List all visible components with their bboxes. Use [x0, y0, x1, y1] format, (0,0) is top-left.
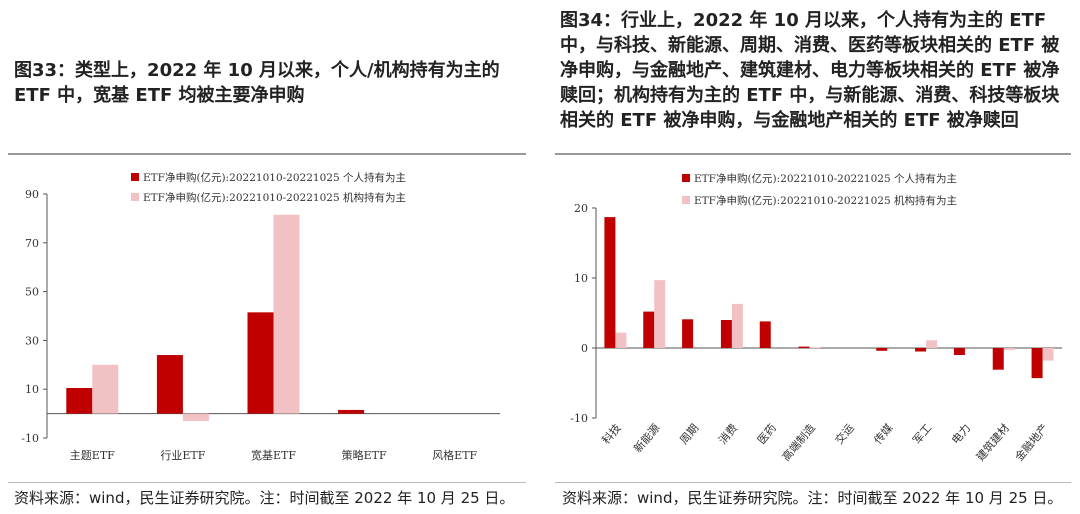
y-tick-label: -10 — [21, 432, 39, 445]
y-tick-label: 10 — [574, 272, 588, 285]
legend-swatch — [131, 173, 139, 181]
bar-personal — [876, 348, 888, 351]
category-label: 建筑建材 — [973, 421, 1012, 464]
bar-personal — [643, 311, 655, 348]
category-label: 高端制造 — [779, 421, 818, 464]
legend-label: ETF净申购(亿元):20221010-20221025 机构持有为主 — [143, 191, 406, 204]
bar-personal — [66, 387, 93, 414]
category-label: 科技 — [599, 421, 624, 447]
category-label: 行业ETF — [160, 449, 205, 462]
bar-institution — [92, 364, 119, 414]
legend-swatch — [682, 196, 690, 204]
bar-personal — [247, 312, 274, 414]
category-label: 交运 — [832, 421, 857, 447]
legend-swatch — [131, 193, 139, 201]
category-label: 宽基ETF — [251, 448, 296, 462]
category-label: 医药 — [755, 422, 779, 447]
bar-personal — [604, 217, 616, 348]
y-tick-label: 50 — [25, 286, 39, 299]
category-label: 军工 — [910, 422, 934, 447]
category-label: 传媒 — [871, 422, 895, 447]
left-source-note: 资料来源：wind，民生证券研究院。注：时间截至 2022 年 10 月 25 … — [14, 489, 515, 507]
y-tick-label: 20 — [574, 202, 588, 215]
category-label: 电力 — [949, 422, 973, 447]
bar-personal — [992, 348, 1004, 370]
legend-label: ETF净申购(亿元):20221010-20221025 个人持有为主 — [694, 172, 957, 185]
y-tick-label: 0 — [581, 342, 588, 355]
y-tick-label: -10 — [570, 412, 588, 425]
y-tick-label: 30 — [25, 334, 39, 347]
bar-personal — [915, 348, 927, 352]
category-label: 新能源 — [631, 421, 663, 455]
category-label: 周期 — [677, 422, 701, 447]
category-label: 策略ETF — [342, 448, 387, 462]
category-label: 消费 — [715, 421, 740, 447]
bar-institution — [273, 214, 300, 414]
legend-label: ETF净申购(亿元):20221010-20221025 个人持有为主 — [143, 171, 406, 184]
right-source-note: 资料来源：wind，民生证券研究院。注：时间截至 2022 年 10 月 25 … — [562, 489, 1063, 507]
bar-institution — [1003, 348, 1015, 351]
bar-personal — [156, 355, 183, 414]
bar-institution — [615, 332, 627, 348]
bar-institution — [809, 347, 821, 349]
y-tick-label: 10 — [25, 383, 39, 396]
left-title-divider — [8, 153, 526, 155]
bar-personal — [682, 319, 694, 348]
category-label: 风格ETF — [432, 448, 477, 462]
right-source-divider — [555, 482, 1071, 483]
right-chart-title: 图34：行业上，2022 年 10 月以来，个人持有为主的 ETF 中，与科技、… — [560, 10, 1060, 131]
bar-personal — [953, 348, 965, 355]
bar-institution — [182, 413, 209, 421]
category-label: 金融地产 — [1012, 421, 1051, 464]
bar-personal — [1031, 348, 1043, 379]
bar-institution — [1042, 348, 1054, 361]
y-tick-label: 90 — [25, 188, 39, 201]
legend-label: ETF净申购(亿元):20221010-20221025 机构持有为主 — [694, 194, 957, 207]
y-tick-label: 70 — [25, 237, 39, 250]
bar-personal — [798, 346, 810, 348]
legend-swatch — [682, 174, 690, 182]
bar-personal — [720, 320, 732, 348]
bar-institution — [654, 280, 666, 348]
right-title-divider — [555, 153, 1071, 155]
bar-institution — [926, 340, 938, 348]
bar-personal — [338, 409, 365, 414]
bar-institution — [731, 303, 743, 348]
left-source-divider — [8, 482, 526, 483]
category-label: 主题ETF — [70, 449, 115, 462]
bar-personal — [759, 321, 771, 348]
left-chart-title: 图33：类型上，2022 年 10 月以来，个人/机构持有为主的 ETF 中，宽… — [14, 60, 500, 106]
